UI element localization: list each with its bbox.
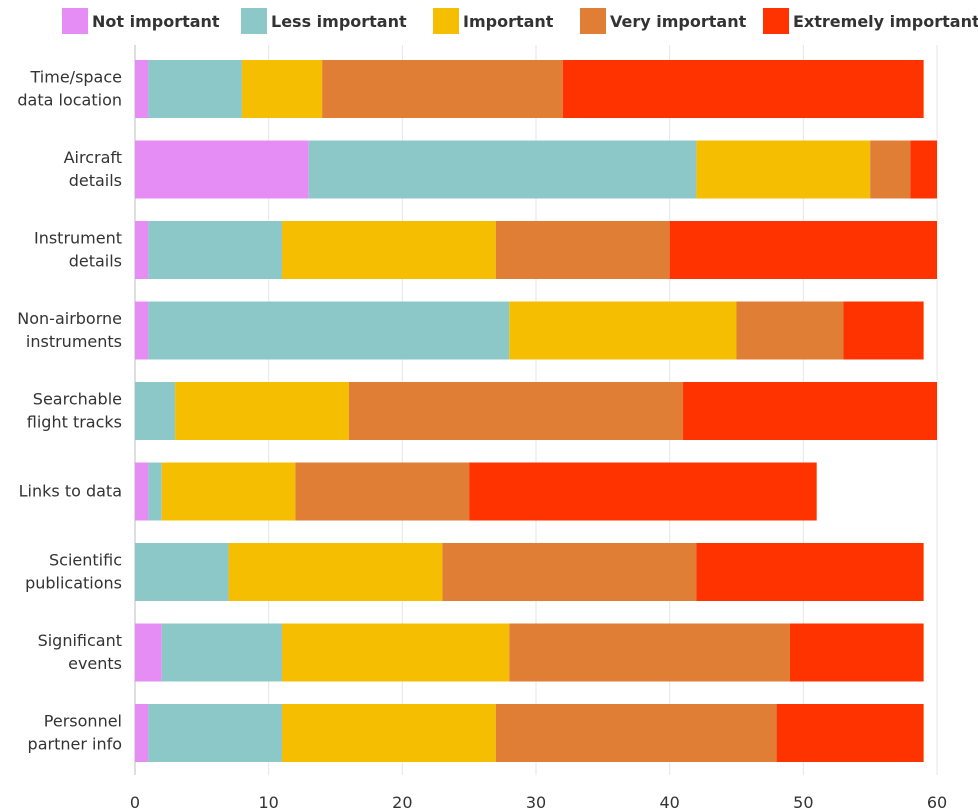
- legend: Not important Less important Important Very…: [62, 8, 978, 34]
- legend-swatch-important: [433, 8, 459, 34]
- category-label: Scientific: [49, 551, 122, 570]
- bar-non-airborne-instruments-important: [509, 301, 737, 360]
- category-label: Links to data: [19, 482, 122, 501]
- bar-searchable-flight-tracks-less-important: [135, 382, 176, 440]
- bar-personnel-partner-info-less-important: [148, 704, 283, 762]
- bar-aircraft-details-important: [696, 140, 871, 199]
- bar-searchable-flight-tracks-important: [175, 382, 349, 440]
- bar-significant-events-not-important: [135, 623, 162, 682]
- bar-non-airborne-instruments-less-important: [148, 301, 510, 360]
- bar-time-space-data-location-important: [241, 60, 323, 118]
- category-label: details: [69, 171, 122, 190]
- bar-instrument-details-less-important: [148, 221, 283, 279]
- category-label: details: [69, 252, 122, 271]
- category-label: Aircraft: [64, 148, 122, 167]
- bar-instrument-details-very-important: [495, 221, 670, 279]
- tick-label-60: 60: [927, 793, 947, 812]
- category-labels: Time/space data location Aircraft details In…: [17, 68, 122, 754]
- bar-scientific-publications-less-important: [135, 543, 229, 601]
- legend-label-important: Important: [463, 12, 554, 31]
- bar-searchable-flight-tracks-extremely-important: [683, 382, 937, 440]
- legend-swatch-extremely-important: [763, 8, 789, 34]
- bar-scientific-publications-important: [228, 543, 443, 601]
- bar-searchable-flight-tracks-very-important: [348, 382, 684, 440]
- tick-label-50: 50: [793, 793, 813, 812]
- bar-personnel-partner-info-very-important: [495, 704, 777, 762]
- category-label: instruments: [26, 332, 122, 351]
- bar-scientific-publications-very-important: [442, 543, 697, 601]
- bar-instrument-details-important: [282, 221, 496, 279]
- legend-label-not-important: Not important: [92, 12, 220, 31]
- tick-label-20: 20: [392, 793, 412, 812]
- x-axis-ticks: 0 10 20 30 40 50 60: [130, 793, 947, 812]
- category-label: partner info: [28, 735, 122, 754]
- bar-aircraft-details-very-important: [870, 140, 911, 199]
- bar-personnel-partner-info-extremely-important: [776, 704, 924, 762]
- bar-links-to-data-extremely-important: [469, 462, 817, 521]
- bar-aircraft-details-not-important: [135, 140, 309, 199]
- category-label: Non-airborne: [17, 309, 122, 328]
- legend-swatch-not-important: [62, 8, 88, 34]
- tick-label-0: 0: [130, 793, 140, 812]
- legend-swatch-less-important: [241, 8, 267, 34]
- category-label: Personnel: [44, 712, 122, 731]
- bar-time-space-data-location-less-important: [148, 60, 242, 118]
- category-label: Searchable: [33, 390, 122, 409]
- bar-significant-events-less-important: [161, 623, 283, 682]
- bar-links-to-data-important: [161, 462, 296, 521]
- category-label: Time/space: [30, 68, 122, 87]
- bar-instrument-details-extremely-important: [669, 221, 937, 279]
- bar-time-space-data-location-not-important: [135, 60, 149, 118]
- bar-scientific-publications-extremely-important: [696, 543, 924, 601]
- tick-label-30: 30: [526, 793, 546, 812]
- bar-instrument-details-not-important: [135, 221, 149, 279]
- category-label: events: [68, 654, 122, 673]
- bar-links-to-data-not-important: [135, 462, 149, 521]
- bar-significant-events-important: [282, 623, 510, 682]
- legend-label-very-important: Very important: [610, 12, 747, 31]
- tick-label-10: 10: [258, 793, 278, 812]
- bar-non-airborne-instruments-very-important: [736, 301, 844, 360]
- bar-time-space-data-location-extremely-important: [562, 60, 924, 118]
- bar-significant-events-very-important: [509, 623, 790, 682]
- bar-time-space-data-location-very-important: [322, 60, 563, 118]
- bars: [135, 60, 937, 762]
- bar-links-to-data-less-important: [148, 462, 162, 521]
- category-label: flight tracks: [27, 413, 122, 432]
- tick-label-40: 40: [659, 793, 679, 812]
- bar-aircraft-details-less-important: [308, 140, 697, 199]
- bar-personnel-partner-info-important: [282, 704, 496, 762]
- bar-personnel-partner-info-not-important: [135, 704, 149, 762]
- legend-label-extremely-important: Extremely important: [793, 12, 978, 31]
- category-label: publications: [25, 574, 122, 593]
- legend-label-less-important: Less important: [271, 12, 407, 31]
- bar-significant-events-extremely-important: [789, 623, 924, 682]
- bar-non-airborne-instruments-not-important: [135, 301, 149, 360]
- category-label: data location: [17, 91, 122, 110]
- bar-non-airborne-instruments-extremely-important: [843, 301, 924, 360]
- category-label: Significant: [38, 631, 122, 650]
- bar-links-to-data-very-important: [295, 462, 470, 521]
- category-label: Instrument: [34, 229, 122, 248]
- legend-swatch-very-important: [580, 8, 606, 34]
- bar-aircraft-details-extremely-important: [910, 140, 937, 199]
